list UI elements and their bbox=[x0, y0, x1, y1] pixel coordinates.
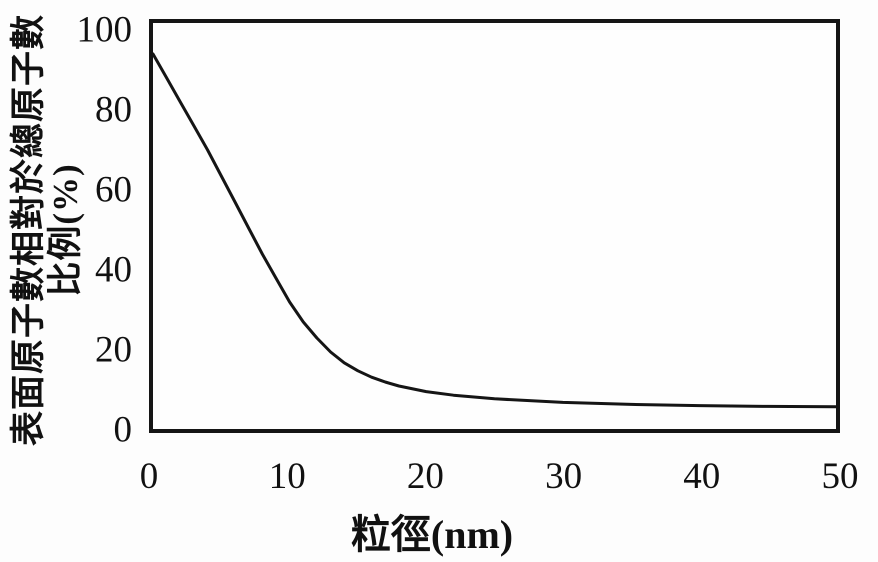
x-tick-label: 30 bbox=[545, 456, 583, 497]
x-tick-label: 10 bbox=[268, 456, 306, 497]
y-axis-label: 表面原子數相對於總原子數 比例(%) bbox=[9, 0, 86, 465]
x-tick-label: 40 bbox=[683, 456, 721, 497]
y-axis-label-line1: 表面原子數相對於總原子數 bbox=[9, 14, 48, 447]
y-tick-label: 0 bbox=[113, 409, 133, 451]
plot-area bbox=[149, 19, 840, 433]
x-tick-label: 50 bbox=[821, 456, 859, 497]
y-tick-label: 60 bbox=[95, 169, 132, 211]
x-tick-label: 20 bbox=[406, 456, 444, 497]
y-axis-label-line2: 比例(%) bbox=[46, 163, 85, 297]
data-curve bbox=[153, 52, 836, 409]
x-tick-label: 0 bbox=[139, 456, 159, 497]
y-tick-label: 40 bbox=[95, 249, 132, 291]
y-tick-label: 20 bbox=[95, 329, 132, 371]
plot-canvas bbox=[153, 52, 836, 409]
y-tick-label: 100 bbox=[76, 9, 133, 51]
y-tick-label: 80 bbox=[95, 89, 132, 131]
x-axis-label: 粒徑(nm) bbox=[350, 512, 514, 557]
